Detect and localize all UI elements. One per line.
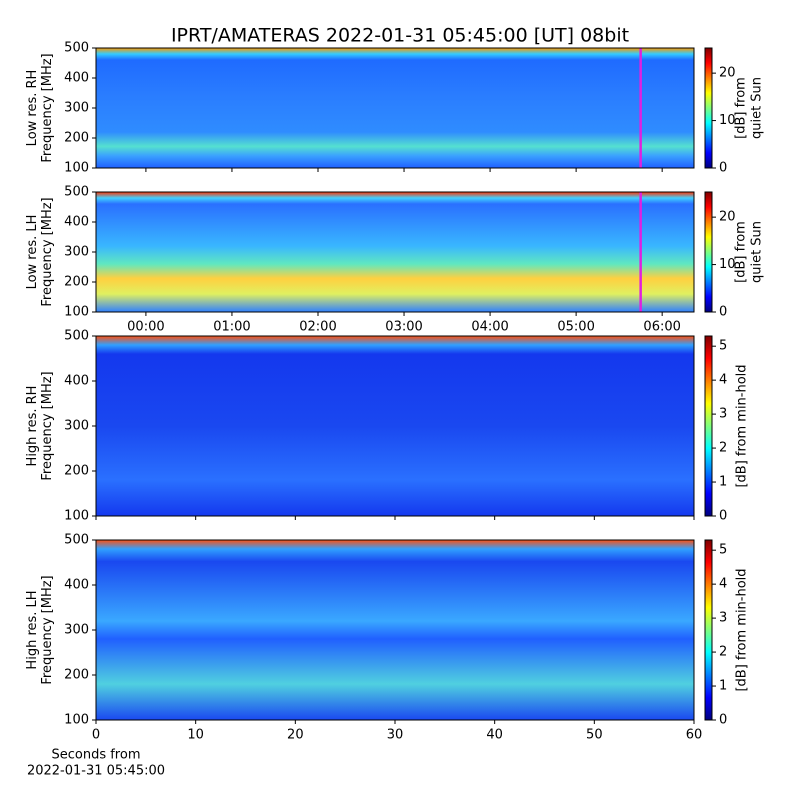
y-axis-label: Frequency [MHz] xyxy=(40,53,55,162)
colorbar-tick-label: 0 xyxy=(719,713,727,728)
colorbar-tick-label: 0 xyxy=(719,305,727,320)
colorbar-tick-label: 5 xyxy=(719,339,727,354)
y-tick-label: 500 xyxy=(64,41,89,56)
y-axis-label: High res. LH xyxy=(25,590,40,669)
y-tick-label: 400 xyxy=(64,215,89,230)
colorbar xyxy=(704,47,713,169)
x-tick-label: 03:00 xyxy=(385,320,422,335)
y-tick-label: 500 xyxy=(64,329,89,344)
colorbar-label: [dB] from min-hold xyxy=(735,364,750,487)
y-axis-label: Frequency [MHz] xyxy=(40,371,55,480)
y-tick-label: 300 xyxy=(64,419,89,434)
x-tick-label: 01:00 xyxy=(213,320,250,335)
y-axis-label: High res. RH xyxy=(25,386,40,467)
colorbar xyxy=(704,335,713,517)
y-axis-label: Frequency [MHz] xyxy=(40,197,55,306)
heatmap xyxy=(96,192,694,312)
y-tick-label: 400 xyxy=(64,578,89,593)
colorbar-tick-label: 5 xyxy=(719,543,727,558)
y-tick-label: 500 xyxy=(64,533,89,548)
figure-title: IPRT/AMATERAS 2022-01-31 05:45:00 [UT] 0… xyxy=(171,25,629,47)
y-tick-label: 200 xyxy=(64,464,89,479)
colorbar-label: quiet Sun xyxy=(750,77,765,139)
colorbar-tick-label: 0 xyxy=(719,161,727,176)
colorbar-label: quiet Sun xyxy=(750,221,765,283)
x-tick-label: 02:00 xyxy=(299,320,336,335)
x-tick-label: 20 xyxy=(287,728,304,743)
y-tick-label: 100 xyxy=(64,305,89,320)
y-tick-label: 200 xyxy=(64,668,89,683)
colorbar xyxy=(704,191,713,313)
x-tick-label: 04:00 xyxy=(471,320,508,335)
y-tick-label: 300 xyxy=(64,101,89,116)
x-tick-label: 50 xyxy=(586,728,603,743)
colorbar-tick-label: 1 xyxy=(719,475,727,490)
y-tick-label: 200 xyxy=(64,131,89,146)
colorbar-tick-label: 20 xyxy=(719,66,736,81)
colorbar-tick-label: 20 xyxy=(719,210,736,225)
colorbar-label: [dB] from min-hold xyxy=(735,568,750,691)
x-tick-label: 0 xyxy=(92,728,100,743)
y-axis-label: Low res. LH xyxy=(25,215,40,290)
heatmap xyxy=(96,336,694,516)
colorbar-tick-label: 1 xyxy=(719,679,727,694)
colorbar-tick-label: 0 xyxy=(719,509,727,524)
x-tick-label: 60 xyxy=(686,728,703,743)
y-tick-label: 300 xyxy=(64,245,89,260)
colorbar xyxy=(704,539,713,721)
x-tick-label: 30 xyxy=(387,728,404,743)
colorbar-tick-label: 2 xyxy=(719,645,727,660)
y-tick-label: 100 xyxy=(64,509,89,524)
heatmap xyxy=(96,48,694,168)
colorbar-tick-label: 10 xyxy=(719,113,736,128)
y-tick-label: 400 xyxy=(64,374,89,389)
x-tick-label: 05:00 xyxy=(557,320,594,335)
x-axis-label: 2022-01-31 05:45:00 xyxy=(27,764,165,779)
y-tick-label: 200 xyxy=(64,275,89,290)
colorbar-tick-label: 3 xyxy=(719,407,727,422)
colorbar-tick-label: 10 xyxy=(719,257,736,272)
heatmap xyxy=(96,540,694,720)
y-tick-label: 500 xyxy=(64,185,89,200)
x-axis-label: Seconds from xyxy=(51,748,140,763)
colorbar-tick-label: 4 xyxy=(719,577,727,592)
y-axis-label: Low res. RH xyxy=(25,70,40,147)
colorbar-label: [dB] from xyxy=(734,221,749,283)
x-tick-label: 40 xyxy=(486,728,503,743)
y-axis-label: Frequency [MHz] xyxy=(40,575,55,684)
x-tick-label: 06:00 xyxy=(643,320,680,335)
y-tick-label: 300 xyxy=(64,623,89,638)
x-tick-label: 10 xyxy=(187,728,204,743)
colorbar-tick-label: 2 xyxy=(719,441,727,456)
colorbar-tick-label: 3 xyxy=(719,611,727,626)
y-tick-label: 100 xyxy=(64,713,89,728)
colorbar-tick-label: 4 xyxy=(719,373,727,388)
y-tick-label: 100 xyxy=(64,161,89,176)
x-tick-label: 00:00 xyxy=(127,320,164,335)
colorbar-label: [dB] from xyxy=(734,77,749,139)
y-tick-label: 400 xyxy=(64,71,89,86)
